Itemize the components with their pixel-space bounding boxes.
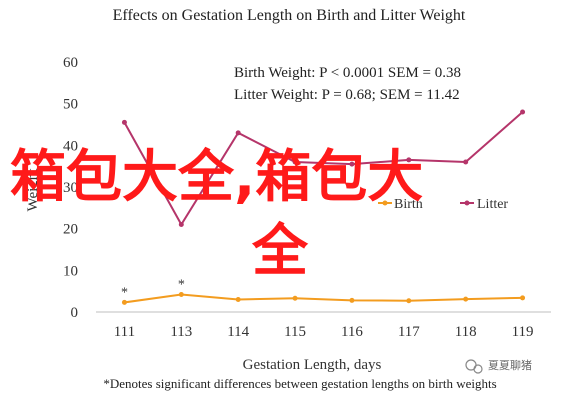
watermark-account-icon (465, 359, 483, 374)
data-point-birth (520, 295, 526, 301)
plot-area: ** (121, 109, 526, 305)
significance-marker: * (178, 278, 185, 293)
watermark-overlay-line1: 箱包大全,箱包大 (10, 145, 423, 210)
data-point-birth (406, 298, 412, 304)
x-tick-label: 113 (170, 324, 192, 340)
x-tick-label: 117 (398, 324, 420, 340)
y-axis: 0 10 20 30 40 50 60 (63, 55, 78, 321)
data-point-birth (178, 292, 184, 297)
x-axis-label: Gestation Length, days (243, 357, 382, 373)
y-tick-label: 10 (63, 263, 78, 279)
data-point-litter (463, 159, 469, 165)
x-axis: 111 113 114 115 116 117 118 119 (114, 324, 534, 340)
significance-marker: * (121, 285, 128, 300)
y-tick-label: 20 (63, 222, 78, 238)
x-tick-label: 118 (455, 324, 477, 340)
chart-title: Effects on Gestation Length on Birth and… (113, 7, 466, 24)
x-tick-label: 115 (284, 324, 306, 340)
legend-birth-label: Birth (394, 197, 423, 212)
x-tick-label: 116 (341, 324, 363, 340)
y-tick-label: 60 (63, 55, 78, 71)
data-point-litter (178, 222, 184, 227)
y-tick-label: 30 (63, 180, 78, 196)
data-point-litter (406, 157, 412, 163)
data-point-litter (349, 161, 355, 167)
legend-litter-label: Litter (477, 197, 508, 212)
x-tick-label: 114 (227, 324, 249, 340)
data-point-litter (520, 109, 526, 115)
watermark-account: 夏夏聊猪 (488, 358, 532, 372)
legend-litter-marker (464, 200, 470, 206)
series-line-birth (124, 293, 523, 304)
data-point-birth (463, 296, 469, 302)
stat-birth: Birth Weight: P < 0.0001 SEM = 0.38 (234, 65, 461, 81)
data-point-litter (121, 119, 127, 125)
y-tick-label: 40 (63, 138, 78, 154)
data-point-litter (292, 159, 298, 165)
watermark: 箱包大全,箱包大 全 夏夏聊猪 (10, 145, 532, 374)
data-point-birth (235, 297, 241, 302)
stat-litter: Litter Weight: P = 0.68; SEM = 11.42 (234, 87, 460, 103)
legend-birth-marker (382, 200, 388, 206)
data-point-birth (121, 299, 127, 305)
data-point-litter (235, 130, 241, 136)
y-axis-label: Weight (25, 168, 41, 212)
legend: Birth Litter (378, 197, 508, 212)
series-line-litter (123, 111, 524, 227)
x-tick-label: 119 (512, 324, 534, 340)
x-tick-label: 111 (114, 324, 135, 340)
data-point-birth (349, 297, 355, 303)
watermark-overlay-line2: 全 (251, 219, 309, 284)
y-tick-label: 0 (71, 305, 79, 321)
y-tick-label: 50 (63, 97, 78, 113)
data-point-birth (292, 295, 298, 301)
footnote: *Denotes significant differences between… (103, 376, 496, 391)
